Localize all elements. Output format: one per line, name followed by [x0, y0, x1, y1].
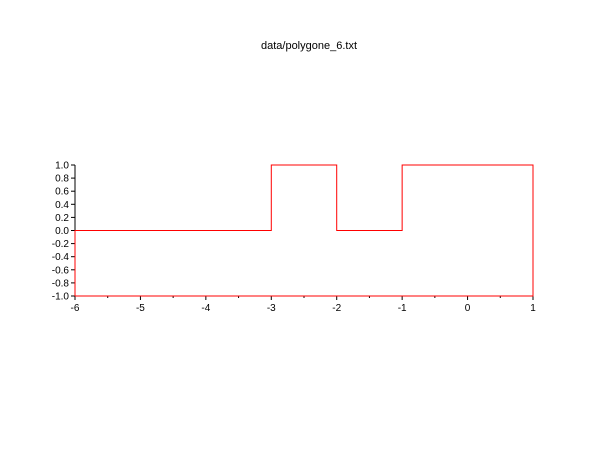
- x-tick-label: -3: [267, 303, 276, 314]
- x-tick-label: -5: [136, 303, 145, 314]
- y-tick-label: 0.0: [55, 226, 69, 237]
- y-tick-label: 0.2: [55, 213, 69, 224]
- y-tick-label: 0.4: [55, 200, 69, 211]
- series-line: [74, 164, 534, 297]
- y-tick-label: -0.4: [52, 252, 70, 263]
- axes: -6 -5 -4 -3 -2 -1 0 1 -1.0 -0.8 -0.6 -0.4 -0.2 0.0 0.2…: [52, 161, 536, 315]
- y-tick-label: -0.6: [52, 265, 70, 276]
- series-layer: [74, 164, 534, 297]
- x-tick-label: 1: [530, 303, 536, 314]
- x-tick-label: -2: [332, 303, 341, 314]
- y-tick-label: -0.2: [52, 239, 70, 250]
- x-tick-label: 0: [465, 303, 471, 314]
- x-tick-label: -1: [398, 303, 407, 314]
- y-tick-label: 1.0: [55, 161, 69, 172]
- y-tick-label: -0.8: [52, 278, 70, 289]
- chart-title: data/polygone_6.txt: [261, 40, 357, 52]
- x-tick-label: -6: [71, 303, 80, 314]
- x-tick-label: -4: [201, 303, 210, 314]
- y-tick-label: -1.0: [52, 292, 70, 303]
- y-tick-label: 0.8: [55, 174, 69, 185]
- y-tick-label: 0.6: [55, 187, 69, 198]
